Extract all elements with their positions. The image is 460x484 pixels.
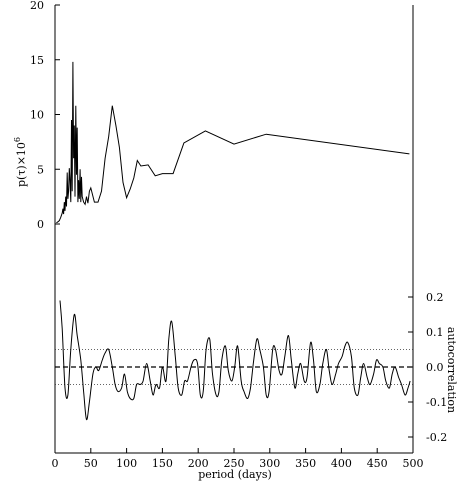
x-tick-label: 300	[259, 457, 280, 470]
x-tick-label: 200	[188, 457, 209, 470]
bottom-y-tick-label: 0.0	[426, 361, 444, 374]
x-tick-label: 250	[224, 457, 245, 470]
top-y-tick-label: 0	[37, 218, 44, 231]
autocorrelation-line	[59, 300, 411, 421]
x-tick-label: 150	[152, 457, 173, 470]
axis-titles: p(τ)×106 autocorrelation period (days)	[13, 137, 458, 481]
x-tick-label: 50	[84, 457, 98, 470]
periodogram-line	[56, 61, 410, 224]
reference-lines	[55, 349, 413, 385]
x-tick-label: 100	[116, 457, 137, 470]
bottom-y-tick-label: 0.1	[426, 326, 444, 339]
bottom-y-tick-label: 0.2	[426, 291, 444, 304]
top-y-tick-label: 5	[37, 163, 44, 176]
ticks: 0 50 100 150 200 250 300 350 400 450 500 0 5 10 15 20 -0…	[30, 0, 447, 470]
top-y-tick-label: 15	[30, 54, 44, 67]
series	[56, 61, 411, 421]
bottom-y-tick-label: -0.2	[426, 431, 447, 444]
top-y-axis-label-exponent: 6	[13, 137, 22, 142]
x-tick-label: 350	[295, 457, 316, 470]
top-y-axis-label-main: p(τ)×10	[15, 142, 28, 187]
bottom-y-tick-label: -0.1	[426, 396, 447, 409]
top-y-tick-label: 20	[30, 0, 44, 12]
bottom-y-axis-label: autocorrelation	[445, 327, 458, 413]
x-tick-label: 450	[367, 457, 388, 470]
top-y-axis-label: p(τ)×106	[13, 137, 28, 187]
x-axis-label: period (days)	[198, 468, 272, 481]
x-tick-label: 500	[403, 457, 424, 470]
top-y-tick-label: 10	[30, 109, 44, 122]
x-tick-label: 0	[52, 457, 59, 470]
x-tick-label: 400	[331, 457, 352, 470]
